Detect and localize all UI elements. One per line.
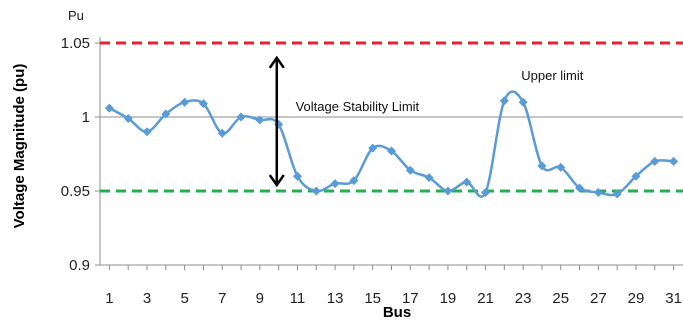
- x-tick-label: 1: [105, 290, 113, 307]
- y-unit-label: Pu: [68, 8, 84, 23]
- data-point: [292, 171, 302, 181]
- data-point: [142, 127, 152, 137]
- x-tick-label: 29: [628, 290, 645, 307]
- y-axis-title: Voltage Magnitude (pu): [11, 64, 28, 229]
- data-point: [405, 165, 415, 175]
- y-tick-label: 1: [82, 109, 90, 126]
- x-tick-label: 11: [290, 290, 306, 307]
- data-point: [593, 187, 603, 197]
- data-point: [612, 189, 622, 199]
- x-tick-label: 13: [327, 290, 344, 307]
- data-point: [180, 97, 190, 107]
- x-tick-label: 3: [143, 290, 151, 307]
- x-tick-label: 7: [218, 290, 226, 307]
- arrow-head-up: [268, 55, 285, 69]
- data-point: [387, 146, 396, 156]
- data-point: [217, 128, 227, 138]
- y-tick-label: 0.9: [69, 257, 90, 274]
- data-point: [330, 179, 340, 189]
- x-tick-label: 15: [364, 290, 381, 307]
- annotation-label: Voltage Stability Limit: [296, 99, 420, 114]
- data-point: [499, 96, 509, 106]
- data-point: [236, 112, 246, 122]
- y-tick-label: 1.05: [61, 35, 90, 52]
- x-tick-label: 27: [590, 290, 607, 307]
- data-point: [575, 183, 585, 193]
- x-tick-label: 17: [402, 290, 419, 307]
- data-point: [123, 113, 133, 123]
- data-point: [443, 186, 453, 196]
- x-tick-label: 5: [180, 290, 188, 307]
- data-point: [311, 186, 321, 196]
- data-point: [462, 177, 472, 187]
- data-point: [198, 99, 208, 109]
- data-point: [556, 162, 566, 172]
- x-tick-label: 23: [515, 290, 532, 307]
- data-point: [104, 103, 114, 113]
- data-point: [518, 97, 528, 107]
- data-point: [537, 161, 547, 171]
- data-point: [669, 156, 679, 166]
- x-tick-label: 21: [477, 290, 494, 307]
- x-axis-title: Bus: [383, 304, 411, 320]
- y-tick-label: 0.95: [61, 183, 90, 200]
- data-point: [255, 115, 265, 125]
- x-tick-label: 19: [440, 290, 457, 307]
- data-point: [481, 187, 491, 197]
- x-tick-label: 31: [665, 290, 682, 307]
- data-point: [368, 143, 378, 153]
- x-tick-label: 25: [552, 290, 569, 307]
- annotation-label: Upper limit: [521, 68, 584, 83]
- arrow-head-down: [268, 174, 285, 188]
- x-tick-label: 9: [256, 290, 264, 307]
- data-point: [161, 109, 171, 119]
- data-point: [631, 171, 641, 181]
- data-point: [349, 176, 359, 186]
- data-point: [650, 156, 660, 166]
- data-point: [424, 173, 434, 183]
